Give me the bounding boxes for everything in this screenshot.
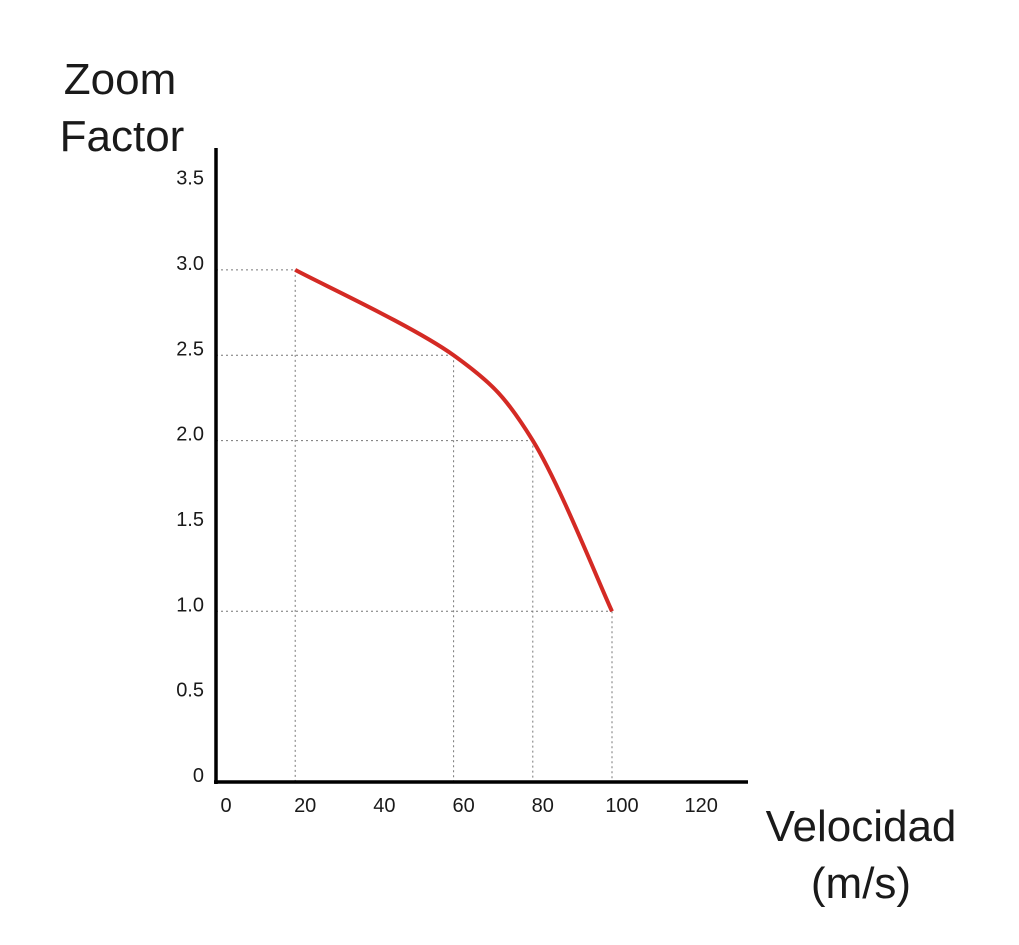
- y-tick-label: 2.0: [176, 424, 204, 446]
- x-tick-labels: 0 20 40 60 80 100 120: [220, 795, 717, 817]
- x-axis-title-line-1: Velocidad: [766, 802, 957, 851]
- y-tick-label: 1.5: [176, 509, 204, 531]
- y-tick-labels: 0 0.5 1.0 1.5 2.0 2.5 3.0 3.5: [176, 168, 204, 787]
- x-tick-label: 120: [685, 795, 718, 817]
- series-line: [294, 268, 614, 613]
- x-tick-label: 60: [452, 795, 474, 817]
- y-tick-label: 3.5: [176, 168, 204, 190]
- y-tick-label: 2.5: [176, 338, 204, 360]
- y-axis-title-line-2: Factor: [60, 112, 185, 161]
- x-tick-label: 0: [220, 795, 231, 817]
- x-tick-label: 20: [294, 795, 316, 817]
- y-tick-label: 1.0: [176, 594, 204, 616]
- series-layer: [294, 268, 614, 613]
- guide-lines: [216, 269, 613, 782]
- y-tick-label: 3.0: [176, 253, 204, 275]
- x-axis-title-line-2: (m/s): [811, 859, 911, 908]
- x-tick-label: 40: [373, 795, 395, 817]
- x-tick-label: 80: [532, 795, 554, 817]
- y-tick-label: 0.5: [176, 680, 204, 702]
- y-axis-title-line-1: Zoom: [64, 55, 176, 104]
- x-tick-label: 100: [605, 795, 638, 817]
- y-tick-label: 0: [193, 765, 204, 787]
